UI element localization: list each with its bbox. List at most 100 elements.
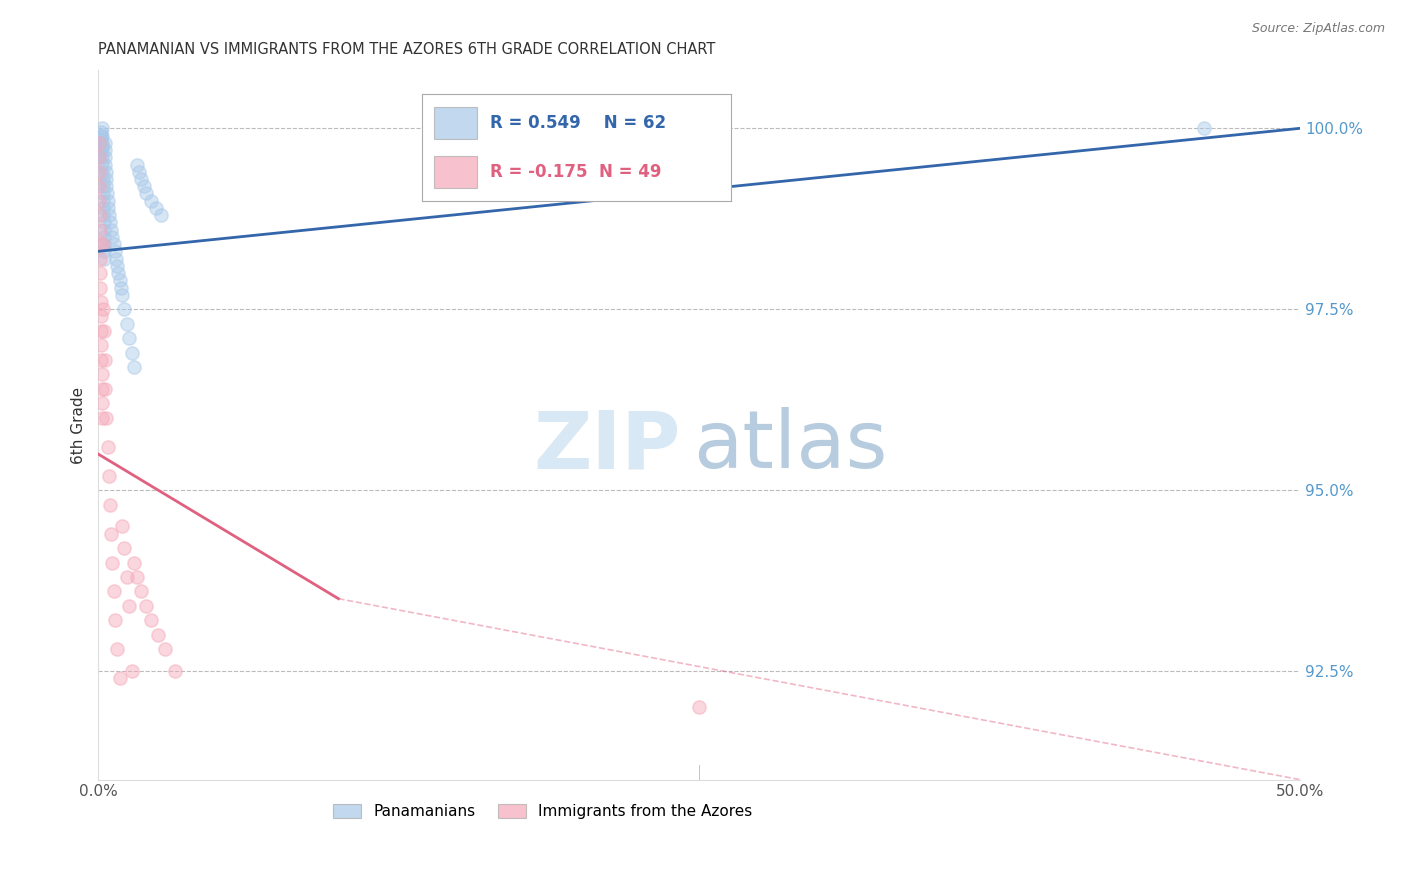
Point bbox=[89, 208, 111, 222]
Point bbox=[96, 179, 118, 194]
Point bbox=[163, 664, 186, 678]
Point bbox=[97, 208, 120, 222]
Point bbox=[94, 172, 117, 186]
Point bbox=[155, 642, 177, 657]
Point bbox=[89, 237, 111, 252]
Point bbox=[87, 136, 110, 150]
Point bbox=[90, 352, 112, 367]
Point bbox=[94, 150, 117, 164]
Point bbox=[91, 165, 114, 179]
Point bbox=[125, 570, 148, 584]
Point bbox=[149, 208, 172, 222]
Text: atlas: atlas bbox=[693, 408, 887, 485]
Point bbox=[89, 194, 111, 208]
Point bbox=[121, 664, 143, 678]
Point bbox=[135, 186, 157, 201]
Point bbox=[96, 410, 118, 425]
Point bbox=[97, 194, 120, 208]
Point bbox=[89, 150, 111, 164]
Point bbox=[89, 222, 111, 236]
Point bbox=[90, 121, 112, 136]
Point bbox=[90, 132, 112, 146]
Point bbox=[91, 410, 114, 425]
Point bbox=[94, 136, 117, 150]
Point bbox=[139, 614, 162, 628]
Point bbox=[145, 201, 167, 215]
Point bbox=[96, 186, 118, 201]
Point bbox=[91, 157, 114, 171]
Point bbox=[125, 157, 148, 171]
Point bbox=[118, 599, 141, 613]
Point bbox=[1192, 121, 1215, 136]
FancyBboxPatch shape bbox=[434, 106, 478, 138]
Point bbox=[100, 222, 122, 236]
Text: ZIP: ZIP bbox=[534, 408, 681, 485]
Point bbox=[93, 237, 115, 252]
Point bbox=[89, 179, 111, 194]
Point bbox=[118, 331, 141, 345]
Point bbox=[93, 222, 115, 236]
Point bbox=[128, 165, 150, 179]
Point bbox=[132, 179, 155, 194]
Point bbox=[101, 556, 124, 570]
Point bbox=[94, 143, 117, 157]
Point bbox=[104, 614, 127, 628]
Point bbox=[94, 165, 117, 179]
Point bbox=[90, 128, 112, 143]
Point bbox=[104, 244, 127, 259]
Point bbox=[90, 295, 112, 310]
Point bbox=[108, 273, 131, 287]
FancyBboxPatch shape bbox=[434, 156, 478, 188]
Point bbox=[91, 172, 114, 186]
Point bbox=[103, 237, 125, 252]
Point bbox=[90, 324, 112, 338]
Point bbox=[90, 139, 112, 153]
Point bbox=[97, 440, 120, 454]
Point bbox=[97, 468, 120, 483]
Point bbox=[146, 628, 169, 642]
Point bbox=[90, 125, 112, 139]
Point bbox=[97, 201, 120, 215]
Point bbox=[87, 150, 110, 164]
Point bbox=[135, 599, 157, 613]
Point bbox=[108, 671, 131, 685]
Point bbox=[114, 302, 136, 317]
Point bbox=[122, 556, 145, 570]
Point bbox=[89, 143, 111, 157]
Point bbox=[122, 360, 145, 375]
Point bbox=[91, 186, 114, 201]
Text: PANAMANIAN VS IMMIGRANTS FROM THE AZORES 6TH GRADE CORRELATION CHART: PANAMANIAN VS IMMIGRANTS FROM THE AZORES… bbox=[98, 42, 716, 57]
Point bbox=[93, 244, 115, 259]
Text: Source: ZipAtlas.com: Source: ZipAtlas.com bbox=[1251, 22, 1385, 36]
Point bbox=[91, 179, 114, 194]
Point bbox=[91, 143, 114, 157]
Point bbox=[111, 287, 134, 301]
Point bbox=[89, 252, 111, 266]
Point bbox=[91, 194, 114, 208]
Point bbox=[105, 642, 128, 657]
Text: R = -0.175  N = 49: R = -0.175 N = 49 bbox=[489, 163, 661, 181]
Point bbox=[89, 280, 111, 294]
Point bbox=[91, 302, 114, 317]
Legend: Panamanians, Immigrants from the Azores: Panamanians, Immigrants from the Azores bbox=[328, 797, 758, 825]
Point bbox=[93, 230, 115, 244]
Point bbox=[111, 519, 134, 533]
Y-axis label: 6th Grade: 6th Grade bbox=[72, 386, 86, 464]
Point bbox=[91, 201, 114, 215]
Point bbox=[89, 136, 111, 150]
Point bbox=[90, 136, 112, 150]
Point bbox=[89, 266, 111, 280]
Point bbox=[101, 230, 124, 244]
Point bbox=[103, 584, 125, 599]
Point bbox=[114, 541, 136, 555]
Point bbox=[121, 345, 143, 359]
Point bbox=[93, 252, 115, 266]
Point bbox=[91, 237, 114, 252]
Point bbox=[139, 194, 162, 208]
Point bbox=[110, 280, 132, 294]
Point bbox=[94, 352, 117, 367]
Point bbox=[98, 498, 121, 512]
Point bbox=[91, 208, 114, 222]
Point bbox=[90, 128, 112, 143]
Point bbox=[115, 317, 138, 331]
